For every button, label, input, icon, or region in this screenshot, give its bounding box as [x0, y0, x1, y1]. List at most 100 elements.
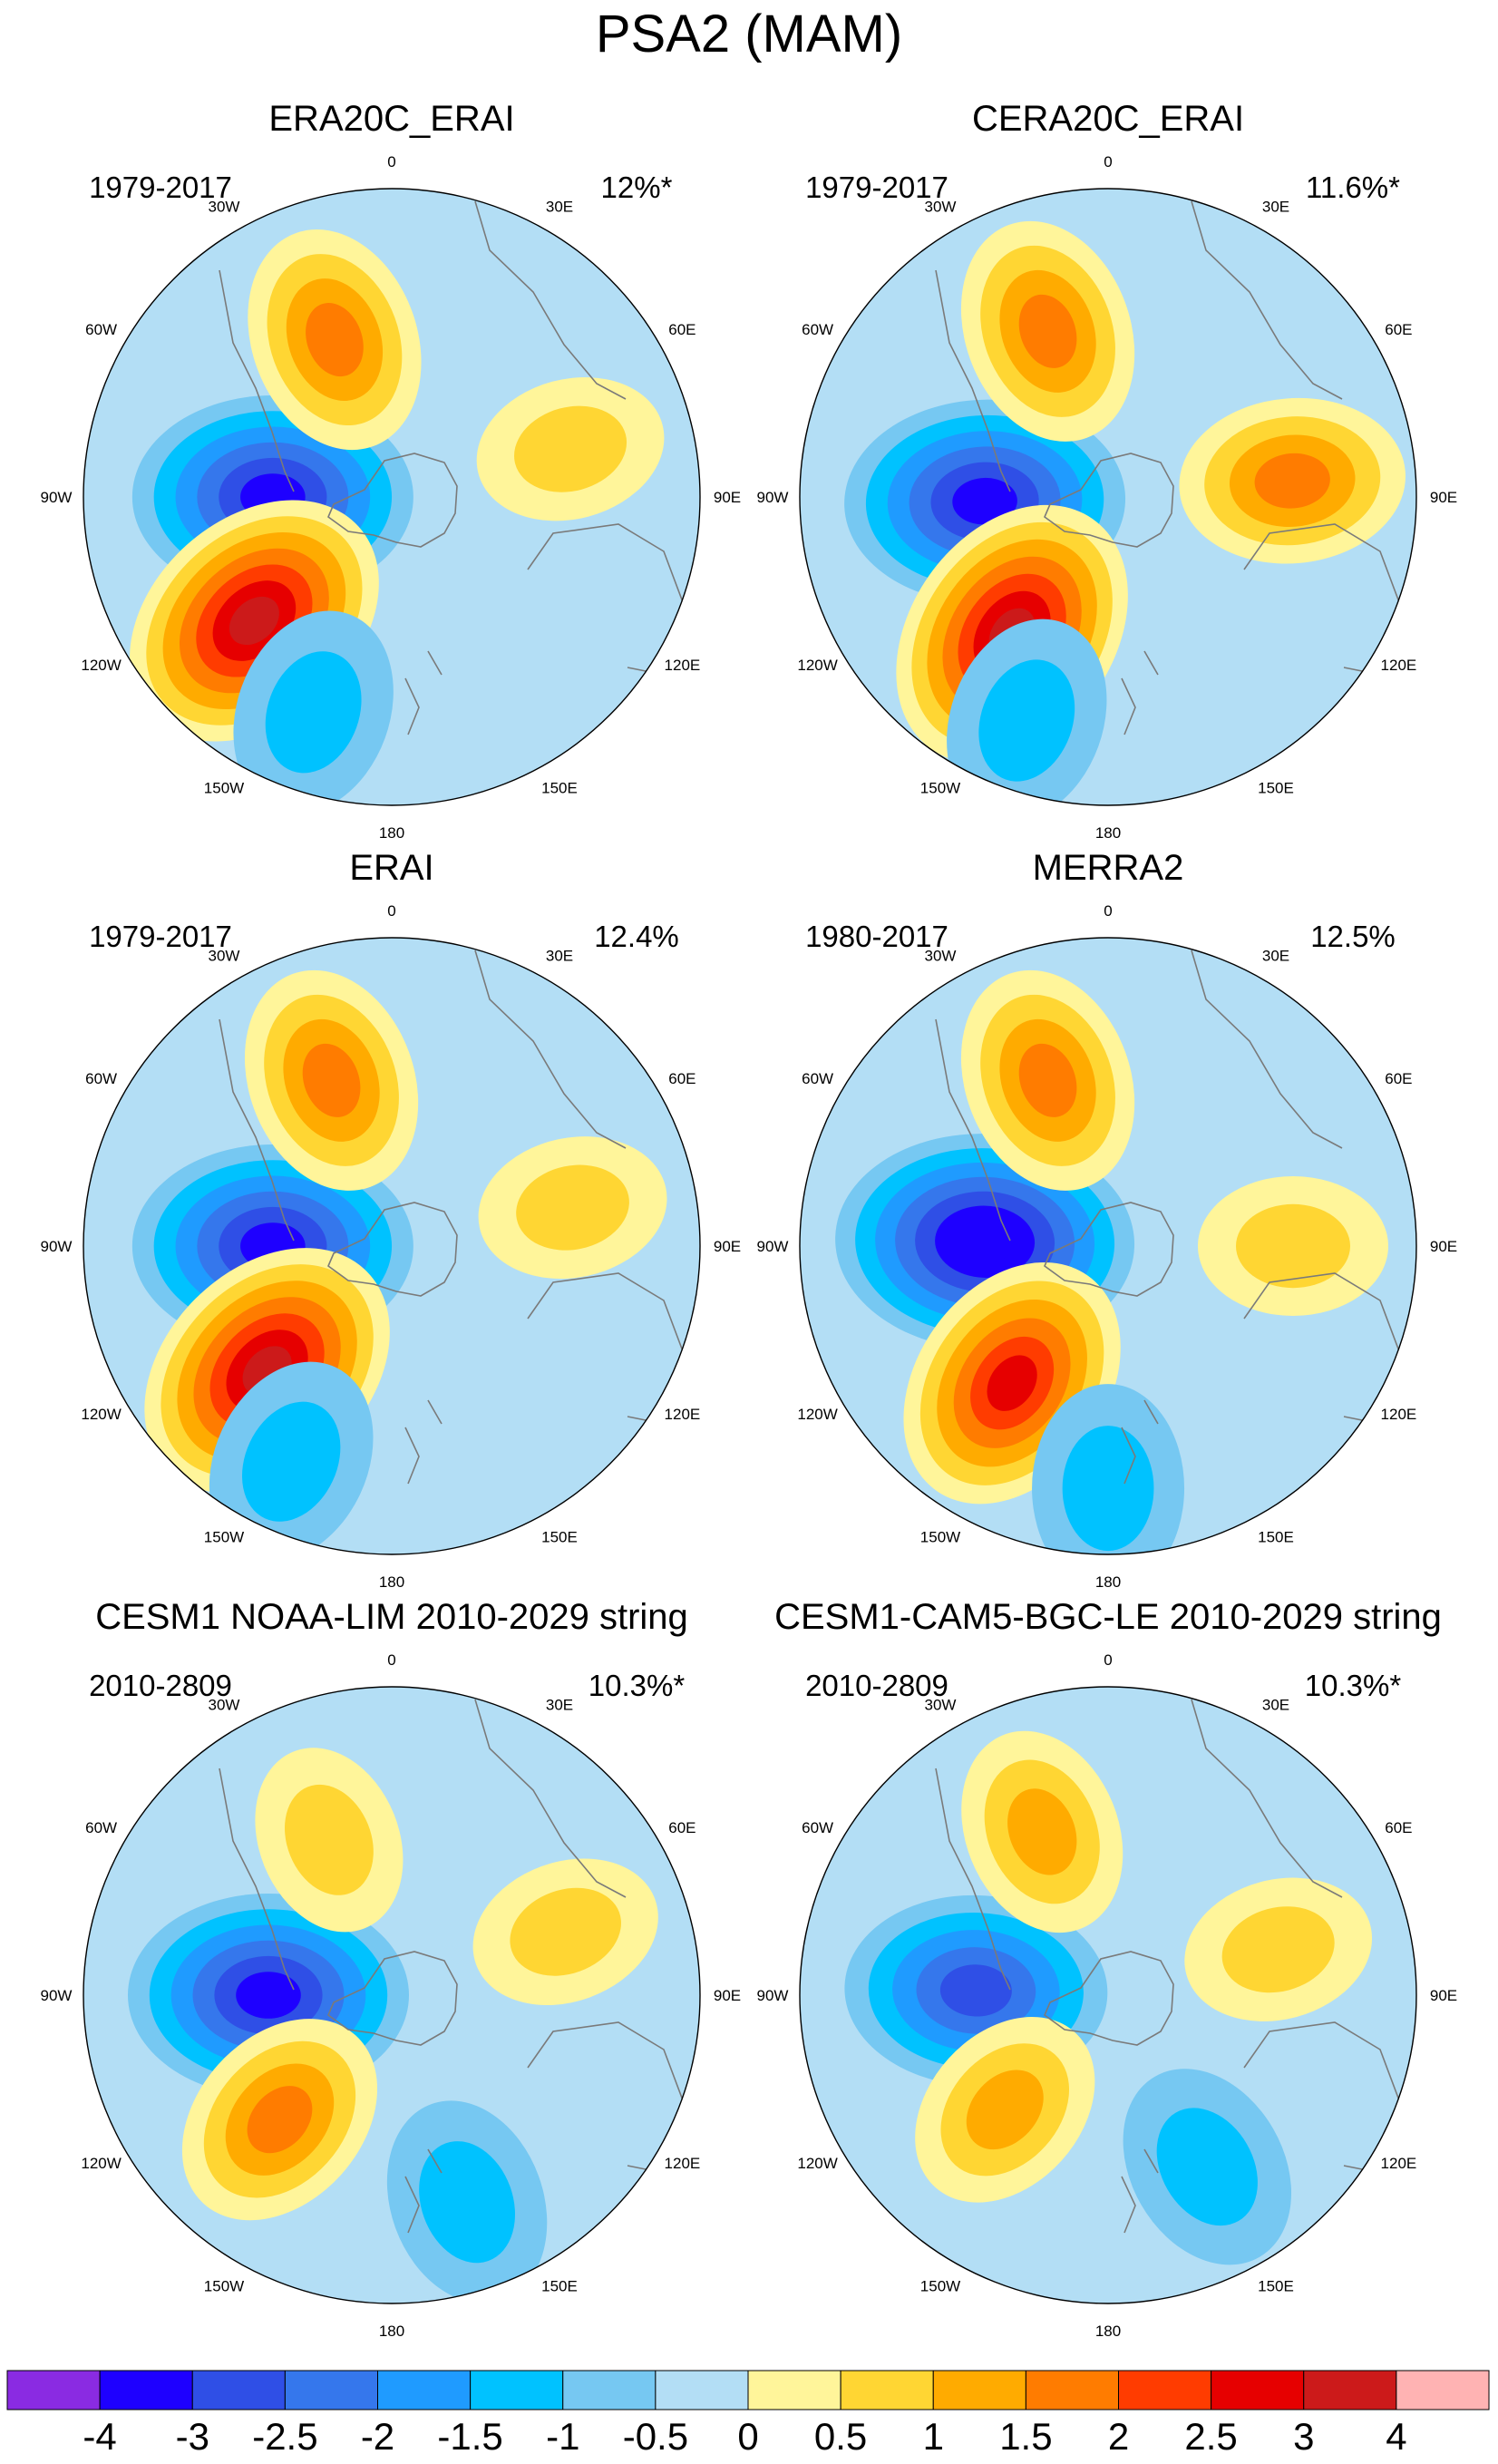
- panel-title: CERA20C_ERAI: [972, 99, 1244, 139]
- lon-label: 60E: [1385, 1070, 1412, 1087]
- map-border: [799, 1686, 1417, 2304]
- panel-period: 1979-2017: [805, 170, 948, 204]
- colorbar-box: [1025, 2370, 1120, 2410]
- lon-label: 120E: [665, 1406, 701, 1423]
- coastline-antarctica: [1044, 453, 1174, 548]
- panel-period: 1979-2017: [89, 920, 232, 953]
- pos-indian-center-contour: [514, 405, 627, 492]
- map-field: [83, 938, 700, 1554]
- lon-label: 30E: [1262, 948, 1289, 965]
- coastline-africa: [1191, 1699, 1343, 1898]
- colorbar-label: 3: [1293, 2415, 1314, 2458]
- map-field: [800, 938, 1416, 1554]
- lon-label: 150E: [541, 2277, 578, 2294]
- colorbar-box: [747, 2370, 841, 2410]
- lon-label: 120E: [1381, 1406, 1417, 1423]
- coastline-africa: [1191, 200, 1343, 400]
- panel-era20c: 0 30E 60E 90E 120E 150E 180 150W 120W 90W 60W 30W ER…: [41, 99, 742, 842]
- lon-label: 90E: [1430, 489, 1457, 506]
- colorbar-label: 2.5: [1184, 2415, 1237, 2458]
- pos-atlantic-center-contour: [1018, 1043, 1077, 1117]
- lon-label: 90W: [757, 489, 789, 506]
- panel-period: 2010-2809: [89, 1669, 232, 1702]
- lon-label: 30W: [209, 948, 240, 965]
- lon-label: 120W: [81, 657, 121, 674]
- coastline-samerica: [935, 269, 1011, 492]
- lon-label: 180: [379, 1573, 404, 1591]
- lon-label: 180: [1095, 2323, 1121, 2340]
- panel-period: 1979-2017: [89, 170, 232, 204]
- panel-title: ERAI: [349, 848, 433, 888]
- colorbar-label: 0.5: [814, 2415, 867, 2458]
- pos-atlantic-center-contour: [1018, 294, 1077, 368]
- colorbar-box: [191, 2370, 286, 2410]
- lon-label: 0: [387, 1651, 395, 1669]
- coastline-samerica: [219, 1018, 295, 1242]
- coastline-antarctica: [327, 1951, 458, 2046]
- coastline-africa: [474, 950, 627, 1149]
- colorbar-box: [470, 2370, 564, 2410]
- pos-pacific-center-contour: [229, 596, 279, 646]
- lon-label: 90E: [714, 1238, 741, 1255]
- lon-label: 30E: [546, 1697, 573, 1714]
- neg-center-contour: [952, 477, 1017, 525]
- lon-label: 30W: [925, 199, 957, 216]
- pos-atlantic-center-contour: [306, 303, 364, 377]
- panel-period: 1980-2017: [805, 920, 948, 953]
- colorbar-label: 2: [1108, 2415, 1129, 2458]
- lon-label: 150W: [920, 779, 960, 796]
- lon-label: 120W: [81, 1406, 121, 1423]
- colorbar-label: -1.5: [437, 2415, 502, 2458]
- lon-label: 90E: [714, 1987, 741, 2004]
- panel-variance: 11.6%*: [1306, 170, 1400, 204]
- map-border: [83, 1686, 701, 2304]
- neg-center-contour: [955, 1220, 1016, 1264]
- colorbar-box: [1118, 2370, 1212, 2410]
- panel-cesm1-noaa: 0 30E 60E 90E 120E 150E 180 150W 120W 90W 60W 30W CE…: [41, 1597, 742, 2340]
- lon-label: 90W: [41, 1238, 73, 1255]
- lon-label: 60W: [802, 321, 833, 338]
- pos-atlantic-center-contour: [285, 1784, 374, 1895]
- panel-variance: 12%*: [601, 170, 673, 204]
- coastline-samerica: [935, 1768, 1011, 1991]
- pos-indian-center-contour: [1236, 1203, 1350, 1289]
- colorbar-label: -3: [176, 2415, 209, 2458]
- lon-label: 30W: [209, 1697, 240, 1714]
- lon-label: 120W: [797, 657, 837, 674]
- lon-label: 60W: [85, 1819, 117, 1836]
- colorbar-label: 1: [923, 2415, 944, 2458]
- lon-label: 120E: [665, 2155, 701, 2172]
- lon-label: 90E: [714, 489, 741, 506]
- lon-label: 180: [379, 2323, 404, 2340]
- lon-label: 30W: [925, 1697, 957, 1714]
- lon-label: 150E: [541, 1528, 578, 1545]
- lon-label: 60W: [85, 321, 117, 338]
- lon-label: 120W: [797, 1406, 837, 1423]
- panel-cera20c: 0 30E 60E 90E 120E 150E 180 150W 120W 90W 60W 30W CE…: [757, 99, 1458, 842]
- pos-indian-center-contour: [516, 1164, 629, 1251]
- lon-label: 120E: [1381, 2155, 1417, 2172]
- panel-title: CESM1-CAM5-BGC-LE 2010-2029 string: [774, 1597, 1442, 1637]
- map-field: [800, 1687, 1416, 2303]
- colorbar-box: [377, 2370, 472, 2410]
- colorbar-box: [284, 2370, 379, 2410]
- lon-label: 120E: [1381, 657, 1417, 674]
- colorbar-box: [840, 2370, 934, 2410]
- panel-merra2: 0 30E 60E 90E 120E 150E 180 150W 120W 90W 60W 30W ME…: [757, 848, 1458, 1591]
- panel-variance: 12.5%: [1310, 920, 1396, 953]
- colorbar-label: -0.5: [623, 2415, 688, 2458]
- lon-label: 60W: [802, 1819, 833, 1836]
- neg-center-contour: [236, 1972, 301, 2019]
- map-border: [83, 188, 701, 806]
- coastline-nz: [404, 1399, 443, 1485]
- map-field: [83, 1687, 700, 2303]
- neg-south-pacific-band-contour: [419, 2141, 515, 2264]
- lon-label: 120W: [81, 2155, 121, 2172]
- lon-label: 180: [1095, 1573, 1121, 1591]
- coastline-nz: [404, 650, 443, 735]
- colorbar-box: [1396, 2370, 1490, 2410]
- panel-title: CESM1 NOAA-LIM 2010-2029 string: [95, 1597, 688, 1637]
- lon-label: 0: [1104, 153, 1112, 170]
- lon-label: 60E: [1385, 321, 1412, 338]
